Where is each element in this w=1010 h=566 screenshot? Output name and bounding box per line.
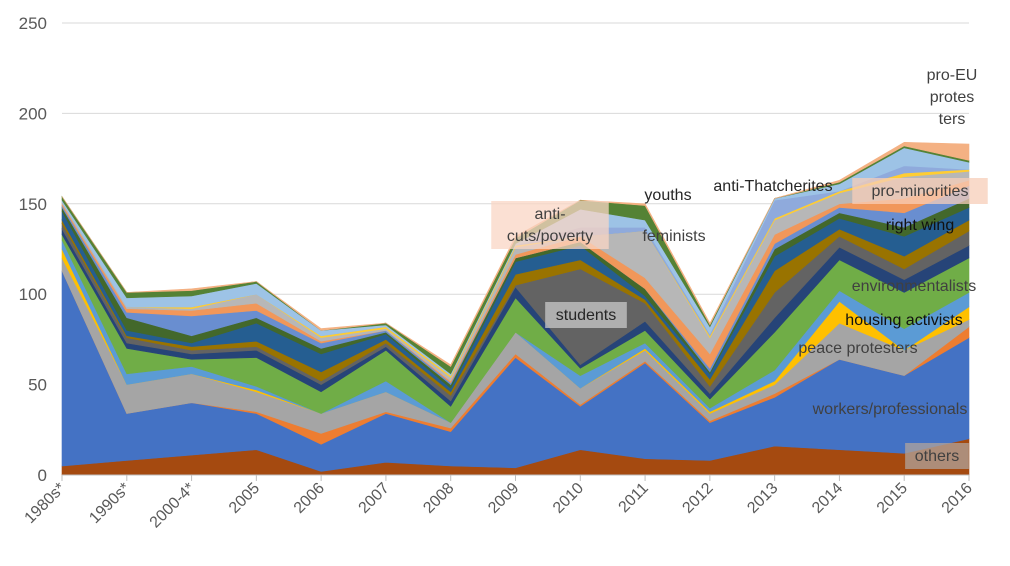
series-label: feminists xyxy=(642,228,705,245)
series-label: peace protesters xyxy=(798,340,917,357)
series-label: pro-minorities xyxy=(872,183,969,200)
x-tick-label: 2009 xyxy=(485,480,522,517)
area-pro-eu-protesters xyxy=(61,141,970,367)
series-label: workers/professionals xyxy=(812,401,968,418)
y-tick-label: 50 xyxy=(28,376,47,395)
x-tick-label: 2008 xyxy=(420,480,457,517)
x-tick-label: 2016 xyxy=(939,480,976,517)
series-label-group: environmentalists xyxy=(852,278,977,295)
label-background xyxy=(491,201,609,249)
x-tick-label: 2007 xyxy=(356,480,393,517)
x-tick-label: 2011 xyxy=(616,480,652,516)
x-tick-label: 2012 xyxy=(679,480,716,517)
x-tick-label: 2013 xyxy=(744,480,781,517)
series-label-group: housing activists xyxy=(845,312,962,329)
y-axis-ticks: 0 50 100 150 200 250 xyxy=(19,14,47,485)
x-tick-label: 1990s* xyxy=(86,480,133,527)
y-tick-label: 150 xyxy=(19,195,47,214)
series-label-group: pro-EU protes ters xyxy=(927,67,978,128)
x-tick-label: 2014 xyxy=(809,480,846,517)
label-background xyxy=(852,178,988,204)
series-label: environmentalists xyxy=(852,278,977,295)
x-axis xyxy=(61,474,970,481)
series-label: anti-cuts/poverty xyxy=(507,206,593,245)
y-tick-label: 0 xyxy=(38,466,47,485)
series-label: others xyxy=(915,448,959,465)
series-label: pro-EU protes ters xyxy=(927,67,978,128)
series-label-group: right wing xyxy=(886,217,954,234)
series-label-group: youths xyxy=(644,187,691,204)
series-label-group: pro-minorities xyxy=(852,178,988,204)
x-tick-label: 2000-4* xyxy=(147,480,199,532)
series-label: anti-Thatcherites xyxy=(713,178,832,195)
label-background xyxy=(905,443,969,469)
series-label-group: peace protesters xyxy=(798,340,917,357)
series-label-group: anti-Thatcherites xyxy=(713,178,832,195)
series-label-group: anti-cuts/poverty xyxy=(491,201,609,249)
series-label-group: workers/professionals xyxy=(812,401,968,418)
x-tick-label: 2015 xyxy=(874,480,911,517)
x-tick-label: 1980s* xyxy=(22,480,69,527)
series-labels: others workers/professionals peace protest… xyxy=(491,67,988,469)
x-axis-ticks: 1980s* 1990s* 2000-4* 2005 2006 2007 2008 2009 2… xyxy=(22,480,976,532)
y-tick-label: 200 xyxy=(19,104,47,123)
series-label-group: others xyxy=(905,443,969,469)
x-tick-label: 2005 xyxy=(226,480,263,517)
series-label: right wing xyxy=(886,217,954,234)
series-areas xyxy=(61,141,970,476)
x-tick-label: 2006 xyxy=(291,480,328,517)
label-background xyxy=(545,302,627,328)
series-label: students xyxy=(556,307,616,324)
y-tick-label: 250 xyxy=(19,14,47,33)
series-label: housing activists xyxy=(845,312,962,329)
series-label-group: students xyxy=(545,302,627,328)
y-tick-label: 100 xyxy=(19,285,47,304)
x-tick-label: 2010 xyxy=(550,480,587,517)
series-label-group: feminists xyxy=(642,228,705,245)
series-label: youths xyxy=(644,187,691,204)
